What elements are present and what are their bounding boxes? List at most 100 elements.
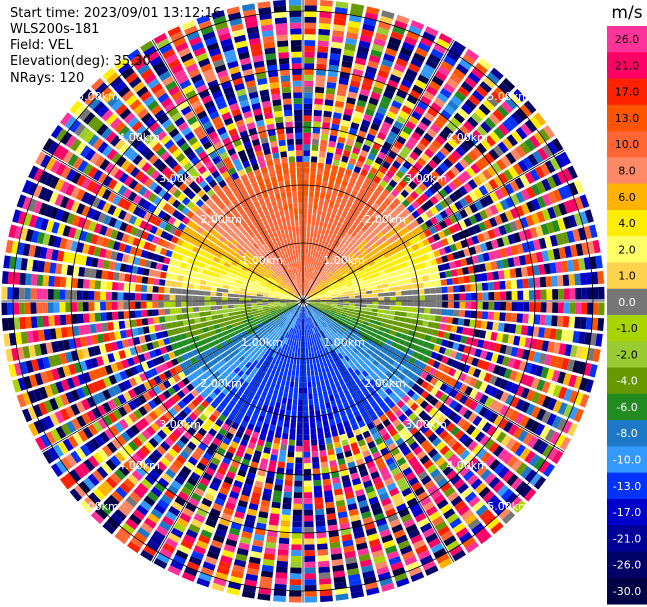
- velocity-gate: [404, 408, 414, 417]
- velocity-gate: [260, 576, 273, 584]
- velocity-gate: [399, 165, 409, 175]
- velocity-gate: [360, 239, 368, 247]
- velocity-gate: [407, 213, 416, 223]
- velocity-gate: [515, 191, 526, 204]
- velocity-gate: [389, 310, 396, 316]
- velocity-gate: [499, 378, 509, 390]
- velocity-gate: [329, 536, 340, 544]
- velocity-gate: [409, 502, 421, 513]
- velocity-gate: [316, 233, 321, 240]
- velocity-gate: [324, 396, 330, 403]
- velocity-gate: [549, 328, 557, 340]
- velocity-gate: [181, 282, 189, 289]
- velocity-gate: [276, 560, 288, 568]
- velocity-gate: [437, 525, 451, 537]
- velocity-gate: [555, 329, 563, 341]
- velocity-gate: [319, 11, 332, 19]
- velocity-gate: [338, 166, 346, 174]
- velocity-gate: [304, 306, 308, 313]
- velocity-gate: [325, 437, 333, 445]
- velocity-gate: [363, 352, 371, 359]
- velocity-gate: [380, 95, 392, 105]
- velocity-gate: [325, 269, 331, 276]
- velocity-gate: [426, 463, 438, 474]
- velocity-gate: [406, 204, 416, 213]
- velocity-gate: [112, 272, 120, 281]
- velocity-gate: [396, 269, 404, 275]
- velocity-gate: [343, 401, 350, 410]
- velocity-gate: [303, 387, 308, 394]
- velocity-gate: [359, 288, 366, 292]
- velocity-gate: [374, 111, 385, 121]
- velocity-gate: [1, 286, 8, 300]
- velocity-gate: [376, 184, 385, 193]
- velocity-gate: [181, 288, 188, 295]
- velocity-gate: [228, 285, 235, 290]
- velocity-gate: [315, 520, 326, 527]
- velocity-gate: [362, 163, 371, 172]
- velocity-gate: [279, 531, 290, 539]
- velocity-gate: [357, 236, 365, 244]
- velocity-gate: [380, 227, 389, 235]
- velocity-gate: [551, 450, 564, 464]
- velocity-gate: [307, 311, 310, 318]
- velocity-gate: [431, 139, 442, 150]
- velocity-gate: [529, 226, 538, 239]
- velocity-gate: [360, 301, 367, 305]
- velocity-gate: [549, 431, 561, 445]
- velocity-gate: [305, 272, 308, 279]
- velocity-gate: [389, 382, 398, 391]
- velocity-gate: [380, 202, 388, 211]
- velocity-gate: [335, 1, 349, 9]
- velocity-gate: [283, 368, 289, 375]
- velocity-gate: [340, 336, 346, 342]
- velocity-gate: [347, 287, 354, 292]
- velocity-gate: [433, 272, 441, 280]
- velocity-gate: [411, 210, 420, 219]
- velocity-gate: [278, 537, 290, 545]
- velocity-gate: [342, 272, 349, 278]
- velocity-gate: [578, 258, 586, 271]
- velocity-gate: [459, 465, 471, 477]
- velocity-gate: [349, 514, 361, 523]
- velocity-gate: [274, 578, 287, 585]
- velocity-gate: [486, 517, 500, 530]
- velocity-gate: [309, 416, 316, 423]
- velocity-gate: [484, 262, 492, 272]
- velocity-gate: [362, 570, 376, 579]
- velocity-gate: [373, 367, 381, 375]
- velocity-gate: [398, 381, 407, 390]
- velocity-gate: [409, 426, 419, 436]
- velocity-gate: [533, 277, 541, 288]
- velocity-gate: [303, 440, 310, 446]
- velocity-gate: [574, 392, 584, 406]
- velocity-gate: [475, 504, 489, 517]
- velocity-gate: [48, 275, 55, 287]
- velocity-gate: [390, 241, 399, 249]
- velocity-gate: [164, 315, 172, 323]
- velocity-gate: [310, 261, 314, 268]
- velocity-gate: [310, 328, 314, 335]
- velocity-gate: [308, 317, 312, 324]
- velocity-gate: [194, 317, 201, 324]
- velocity-gate: [381, 58, 394, 68]
- velocity-gate: [303, 370, 307, 377]
- velocity-gate: [42, 275, 50, 287]
- velocity-gate: [592, 287, 599, 300]
- velocity-gate: [307, 225, 311, 232]
- velocity-gate: [481, 169, 493, 180]
- velocity-gate: [357, 319, 364, 324]
- velocity-gate: [322, 122, 331, 129]
- velocity-gate: [181, 295, 188, 301]
- velocity-gate: [54, 315, 61, 326]
- velocity-gate: [452, 414, 462, 425]
- velocity-gate: [303, 480, 312, 487]
- velocity-gate: [245, 295, 252, 298]
- velocity-gate: [407, 295, 414, 301]
- velocity-gate: [443, 407, 453, 418]
- velocity-gate: [321, 228, 326, 235]
- velocity-gate: [380, 274, 387, 280]
- velocity-gate: [428, 53, 441, 65]
- velocity-gate: [422, 275, 429, 282]
